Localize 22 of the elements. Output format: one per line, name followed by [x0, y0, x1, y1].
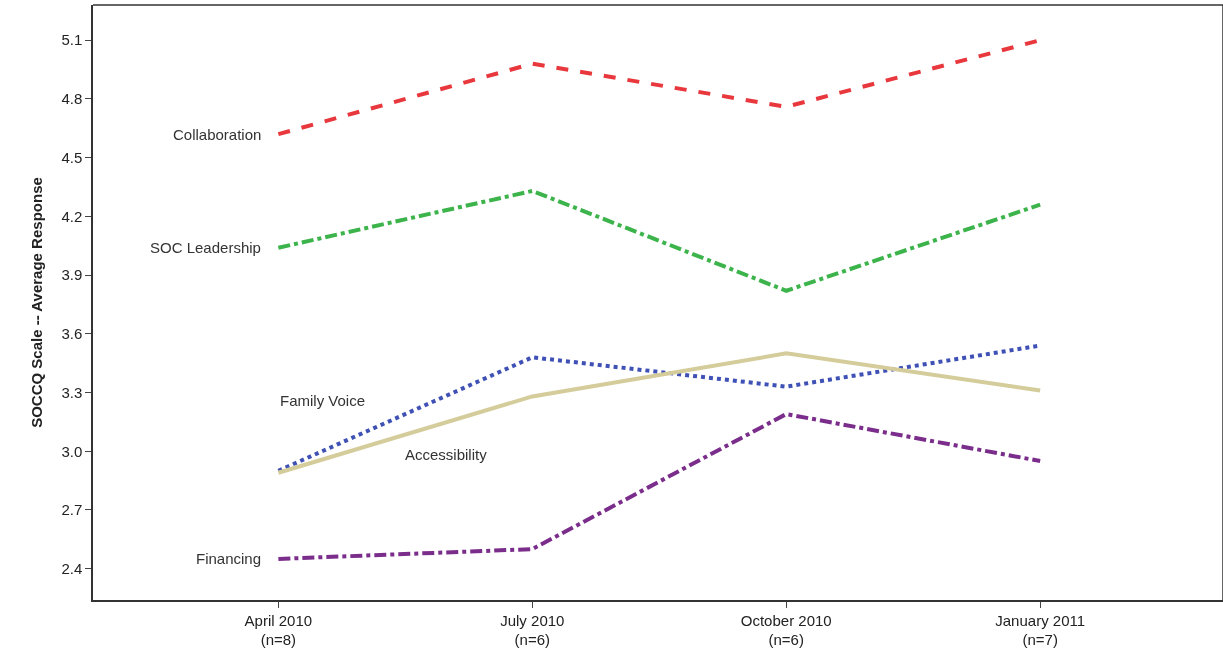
y-tick-label: 3.3 [61, 383, 83, 401]
x-tick-label: July 2010 (n=6) [500, 611, 565, 649]
series-label: Family Voice [280, 392, 366, 409]
y-tick-label: 4.8 [61, 90, 83, 108]
y-axis-title: SOCCQ Scale -- Average Response [28, 177, 46, 428]
series-label: Financing [196, 550, 262, 567]
y-tick-label: 3.0 [61, 442, 83, 460]
line-series [276, 412, 1043, 561]
y-tick-label: 3.9 [61, 266, 83, 284]
x-tick-label: October 2010 (n=6) [740, 611, 832, 649]
series-label: SOC Leadership [150, 239, 261, 256]
y-tick-label: 2.7 [61, 501, 83, 519]
series-label: Collaboration [173, 126, 262, 143]
line-series [276, 188, 1043, 293]
y-tick-label: 5.1 [61, 31, 83, 49]
x-tick-label: January 2011 (n=7) [995, 611, 1086, 649]
y-tick-label: 4.2 [61, 207, 83, 225]
y-tick-label: 2.4 [61, 559, 83, 577]
series-label: Accessibility [405, 446, 488, 463]
x-tick-label: April 2010 (n=8) [244, 611, 313, 649]
y-tick-label: 4.5 [61, 148, 83, 166]
y-tick-label: 3.6 [61, 325, 83, 343]
